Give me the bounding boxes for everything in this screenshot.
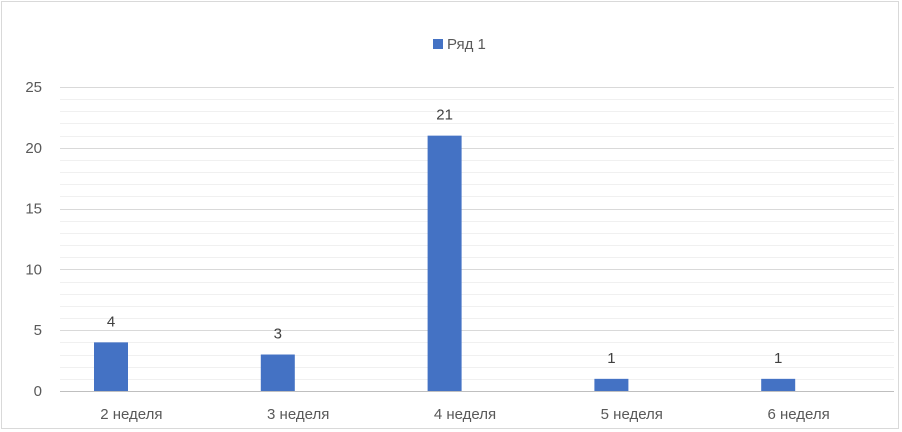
data-label-5: 1 <box>774 350 782 367</box>
data-label-3: 21 <box>436 107 453 124</box>
x-tick-label-2: 3 неделя <box>267 406 329 423</box>
y-axis-ticks: 0 5 10 15 20 25 <box>25 79 42 400</box>
legend: Ряд 1 <box>433 36 486 53</box>
y-tick-label: 25 <box>25 79 42 96</box>
legend-swatch-series-1 <box>433 39 443 49</box>
gridlines <box>60 87 894 392</box>
bar-5 <box>761 378 796 391</box>
x-axis-ticks: 2 неделя 3 неделя 4 неделя 5 неделя 6 неделя <box>100 406 829 423</box>
y-tick-label: 15 <box>25 201 42 218</box>
y-tick-label: 20 <box>25 140 42 157</box>
bar-3 <box>427 135 462 391</box>
x-tick-label-4: 5 неделя <box>601 406 663 423</box>
bar-2 <box>260 354 295 391</box>
legend-label-series-1: Ряд 1 <box>447 36 486 53</box>
bars <box>94 135 796 391</box>
x-tick-label-5: 6 неделя <box>767 406 829 423</box>
data-label-4: 1 <box>607 350 615 367</box>
y-tick-label: 5 <box>34 322 42 339</box>
data-label-1: 4 <box>107 313 115 330</box>
bar-1 <box>94 342 128 391</box>
y-tick-label: 10 <box>25 261 42 278</box>
bar-4 <box>594 378 629 391</box>
x-tick-label-1: 2 неделя <box>100 406 162 423</box>
y-tick-label: 0 <box>34 383 42 400</box>
data-label-2: 3 <box>274 326 282 343</box>
x-tick-label-3: 4 неделя <box>434 406 496 423</box>
data-labels: 4 3 21 1 1 <box>107 107 783 367</box>
